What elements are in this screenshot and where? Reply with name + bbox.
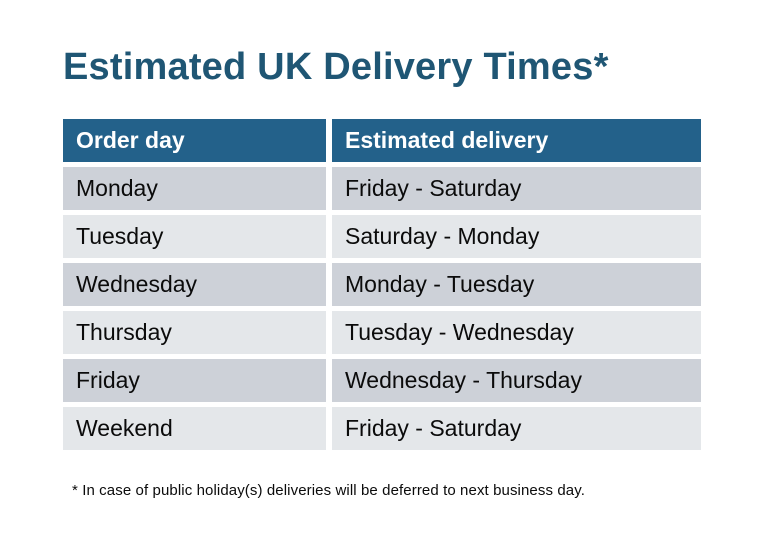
table-cell-order-day: Wednesday bbox=[63, 262, 326, 306]
page-title: Estimated UK Delivery Times* bbox=[63, 46, 609, 88]
table-cell-delivery: Saturday - Monday bbox=[332, 214, 701, 258]
table-cell-order-day: Tuesday bbox=[63, 214, 326, 258]
table-cell-order-day: Thursday bbox=[63, 310, 326, 354]
delivery-table: Order day Estimated delivery Monday Frida… bbox=[63, 118, 701, 450]
footnote: * In case of public holiday(s) deliverie… bbox=[72, 481, 585, 499]
table-cell-delivery: Monday - Tuesday bbox=[332, 262, 701, 306]
table-header-estimated-delivery: Estimated delivery bbox=[332, 118, 701, 162]
table-cell-order-day: Weekend bbox=[63, 406, 326, 450]
table-cell-delivery: Friday - Saturday bbox=[332, 166, 701, 210]
table-header-order-day: Order day bbox=[63, 118, 326, 162]
table-cell-delivery: Friday - Saturday bbox=[332, 406, 701, 450]
table-cell-order-day: Monday bbox=[63, 166, 326, 210]
table-cell-order-day: Friday bbox=[63, 358, 326, 402]
table-cell-delivery: Tuesday - Wednesday bbox=[332, 310, 701, 354]
table-cell-delivery: Wednesday - Thursday bbox=[332, 358, 701, 402]
